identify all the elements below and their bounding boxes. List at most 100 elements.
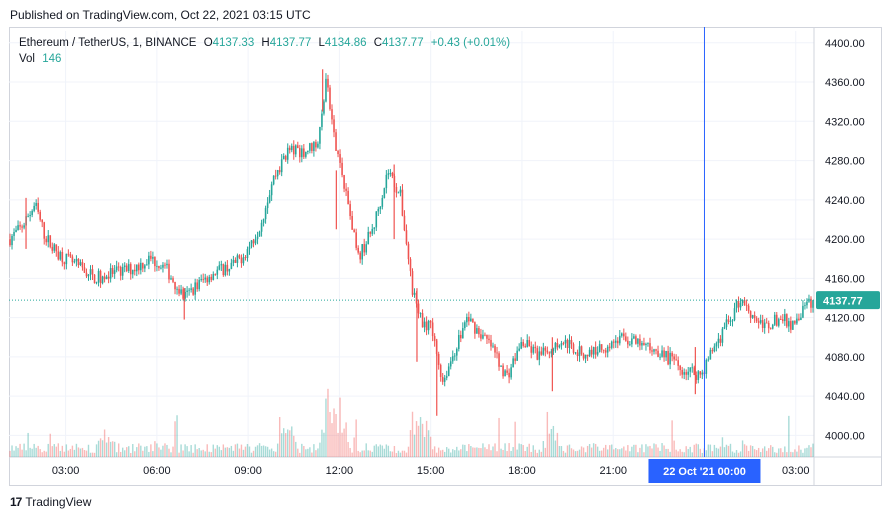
candle-body (339, 154, 341, 163)
candle-body (210, 276, 213, 280)
candle-body (138, 264, 140, 271)
volume-bar (365, 443, 367, 457)
volume-bar (144, 446, 146, 457)
volume-value: 146 (42, 53, 62, 65)
candle-body (679, 365, 681, 371)
candle-body (651, 350, 653, 352)
candle-body (767, 323, 770, 329)
candle-body (309, 143, 311, 151)
volume-bar (476, 447, 478, 457)
volume-bar (264, 446, 267, 457)
volume-bar (270, 448, 273, 457)
volume-bar (792, 452, 794, 457)
volume-bar (735, 450, 738, 457)
volume-bar (63, 451, 66, 457)
volume-bar (266, 446, 269, 457)
close-label: C (373, 37, 383, 49)
candle-body (594, 347, 597, 355)
candle-body (788, 321, 790, 327)
candle-body (105, 276, 108, 280)
candlestick-chart[interactable]: 4000.00 4040.00 4080.00 4120.00 4160.00 4200.… (9, 27, 882, 486)
candle-body (301, 148, 303, 158)
candle-body (460, 335, 462, 339)
candle-body (373, 227, 376, 229)
candle-body (755, 318, 758, 322)
volume-bar (393, 445, 396, 457)
volume-bar (514, 421, 516, 457)
volume-bar (454, 450, 456, 457)
volume-bar (470, 446, 472, 457)
volume-bar (647, 446, 649, 457)
volume-bar (367, 450, 369, 457)
volume-bar (258, 443, 261, 457)
volume-bar (15, 446, 17, 457)
candle-body (331, 109, 333, 120)
volume-bar (655, 444, 657, 457)
candle-body (612, 341, 615, 343)
candle-body (443, 377, 446, 382)
candle-body (727, 319, 730, 322)
candle-body (653, 349, 655, 352)
volume-bar (319, 442, 321, 457)
price-tick-label: 4320.00 (825, 116, 865, 128)
volume-bar (663, 445, 665, 457)
volume-bar (528, 443, 530, 457)
candle-body (381, 197, 384, 207)
candle-body (405, 230, 408, 244)
candle-body (284, 156, 287, 160)
candle-body (242, 257, 245, 264)
candle-body (391, 173, 394, 176)
candle-body (79, 262, 82, 266)
volume-bar (206, 444, 208, 457)
volume-bar (184, 444, 186, 457)
candle-body (395, 187, 398, 193)
volume-bar (774, 452, 776, 457)
volume-bar (707, 444, 710, 457)
volume-bar (67, 450, 70, 457)
time-tick-label: 03:00 (782, 465, 810, 477)
candle-body (578, 346, 581, 357)
volume-bar (311, 452, 313, 457)
candle-body (21, 226, 23, 228)
candle-body (580, 346, 583, 355)
volume-bar (33, 443, 35, 457)
candle-body (484, 334, 486, 336)
volume-bar (486, 449, 488, 457)
volume-bar (506, 451, 508, 457)
volume-bar (280, 433, 283, 457)
volume-bar (170, 452, 172, 457)
volume-bar (578, 449, 581, 457)
volume-bar (625, 450, 627, 457)
volume-bar (619, 449, 621, 457)
volume-bar (260, 445, 263, 457)
candle-body (238, 255, 241, 258)
candle-body (600, 344, 603, 350)
volume-bar (214, 448, 216, 457)
volume-bar (554, 440, 557, 457)
volume-bar (653, 443, 655, 457)
volume-bar (79, 448, 82, 457)
candle-body (224, 264, 227, 276)
candle-body (327, 78, 329, 88)
candle-body (123, 265, 126, 268)
volume-bar (699, 448, 701, 457)
volume-bar (301, 443, 303, 457)
candle-body (385, 174, 388, 189)
candle-body (423, 321, 426, 328)
volume-bar (739, 451, 742, 457)
volume-bar (763, 446, 766, 457)
volume-bar (617, 449, 619, 457)
candle-body (621, 333, 623, 336)
volume-bar (200, 450, 202, 457)
candle-body (75, 258, 78, 262)
volume-bar (160, 449, 162, 457)
candle-body (771, 324, 774, 329)
candle-body (457, 335, 460, 349)
volume-bar (156, 443, 158, 457)
candle-body (798, 318, 800, 321)
price-tick-label: 4200.00 (825, 234, 865, 246)
candle-body (610, 341, 613, 348)
volume-bar (218, 446, 221, 457)
chart-legend: Ethereum / TetherUS, 1, BINANCE O4137.33… (19, 35, 510, 67)
candle-body (681, 370, 683, 375)
